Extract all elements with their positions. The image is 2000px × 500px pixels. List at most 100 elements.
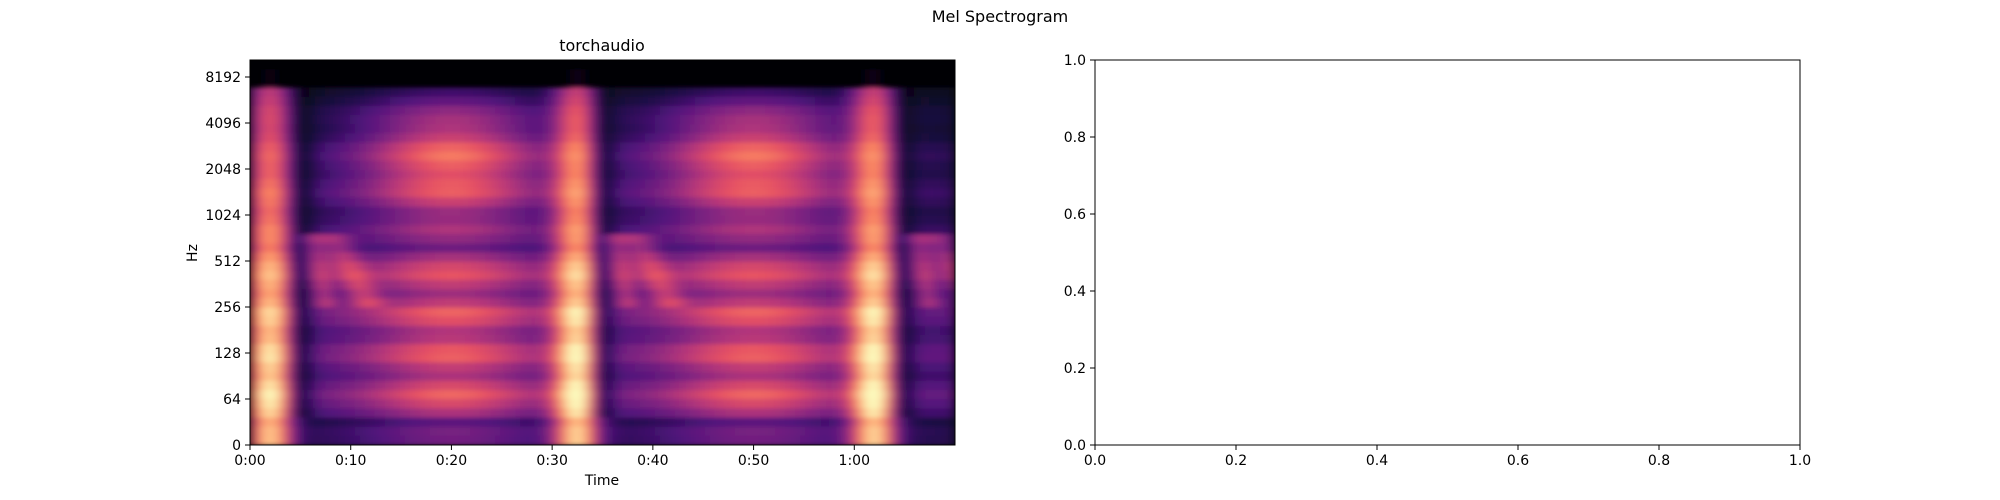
heatmap-cell: [385, 280, 391, 290]
heatmap-cell: [620, 188, 626, 198]
heatmap-cell: [630, 97, 636, 107]
heatmap-cell: [685, 326, 691, 336]
heatmap-cell: [870, 133, 876, 143]
heatmap-cell: [425, 161, 431, 171]
heatmap-cell: [395, 427, 401, 437]
heatmap-cell: [855, 124, 861, 134]
heatmap-cell: [755, 418, 761, 428]
heatmap-cell: [510, 436, 516, 446]
heatmap-cell: [680, 88, 686, 98]
heatmap-cell: [585, 207, 591, 217]
heatmap-cell: [780, 198, 786, 208]
heatmap-cell: [550, 418, 556, 428]
heatmap-cell: [710, 115, 716, 125]
heatmap-cell: [735, 280, 741, 290]
heatmap-cell: [745, 271, 751, 281]
heatmap-cell: [435, 170, 441, 180]
heatmap-cell: [695, 363, 701, 373]
heatmap-cell: [555, 418, 561, 428]
heatmap-cell: [715, 317, 721, 327]
heatmap-cell: [395, 436, 401, 446]
heatmap-cell: [815, 308, 821, 318]
heatmap-cell: [410, 399, 416, 409]
heatmap-cell: [880, 198, 886, 208]
heatmap-cell: [825, 97, 831, 107]
heatmap-cell: [635, 225, 641, 235]
heatmap-cell: [435, 363, 441, 373]
heatmap-cell: [275, 152, 281, 162]
heatmap-cell: [425, 179, 431, 189]
heatmap-cell: [745, 280, 751, 290]
heatmap-cell: [360, 253, 366, 263]
heatmap-cell: [250, 271, 256, 281]
heatmap-cell: [410, 298, 416, 308]
heatmap-cell: [385, 308, 391, 318]
heatmap-cell: [865, 381, 871, 391]
heatmap-cell: [735, 271, 741, 281]
heatmap-cell: [865, 78, 871, 88]
heatmap-cell: [825, 133, 831, 143]
heatmap-cell: [610, 427, 616, 437]
heatmap-cell: [865, 88, 871, 98]
heatmap-cell: [750, 418, 756, 428]
heatmap-cell: [275, 335, 281, 345]
heatmap-cell: [785, 271, 791, 281]
heatmap-cell: [330, 106, 336, 116]
heatmap-cell: [535, 234, 541, 244]
heatmap-cell: [835, 216, 841, 226]
heatmap-cell: [570, 143, 576, 153]
heatmap-cell: [775, 399, 781, 409]
heatmap-cell: [455, 243, 461, 253]
heatmap-cell: [400, 418, 406, 428]
heatmap-cell: [300, 216, 306, 226]
heatmap-cell: [740, 289, 746, 299]
heatmap-cell: [515, 271, 521, 281]
heatmap-cell: [335, 363, 341, 373]
heatmap-cell: [830, 188, 836, 198]
heatmap-cell: [290, 179, 296, 189]
heatmap-cell: [680, 390, 686, 400]
heatmap-cell: [270, 133, 276, 143]
heatmap-cell: [415, 179, 421, 189]
heatmap-cell: [860, 418, 866, 428]
heatmap-cell: [825, 326, 831, 336]
heatmap-cell: [255, 335, 261, 345]
heatmap-cell: [805, 280, 811, 290]
heatmap-cell: [860, 317, 866, 327]
heatmap-cell: [705, 207, 711, 217]
heatmap-cell: [365, 198, 371, 208]
heatmap-cell: [675, 408, 681, 418]
heatmap-cell: [390, 170, 396, 180]
heatmap-cell: [270, 179, 276, 189]
heatmap-cell: [340, 234, 346, 244]
heatmap-cell: [700, 298, 706, 308]
heatmap-cell: [665, 381, 671, 391]
heatmap-cell: [565, 353, 571, 363]
heatmap-cell: [550, 207, 556, 217]
heatmap-cell: [640, 161, 646, 171]
heatmap-cell: [280, 436, 286, 446]
heatmap-cell: [840, 317, 846, 327]
heatmap-cell: [765, 133, 771, 143]
heatmap-cell: [650, 418, 656, 428]
heatmap-cell: [380, 363, 386, 373]
heatmap-cell: [645, 390, 651, 400]
heatmap-cell: [390, 427, 396, 437]
heatmap-cell: [350, 143, 356, 153]
heatmap-cell: [705, 317, 711, 327]
heatmap-cell: [820, 363, 826, 373]
heatmap-cell: [385, 207, 391, 217]
heatmap-cell: [710, 427, 716, 437]
heatmap-cell: [270, 170, 276, 180]
heatmap-cell: [495, 243, 501, 253]
heatmap-cell: [515, 133, 521, 143]
heatmap-cell: [625, 271, 631, 281]
heatmap-cell: [425, 243, 431, 253]
heatmap-cell: [270, 363, 276, 373]
heatmap-cell: [310, 326, 316, 336]
heatmap-cell: [690, 326, 696, 336]
heatmap-cell: [400, 161, 406, 171]
heatmap-cell: [520, 408, 526, 418]
heatmap-cell: [420, 271, 426, 281]
heatmap-cell: [815, 326, 821, 336]
